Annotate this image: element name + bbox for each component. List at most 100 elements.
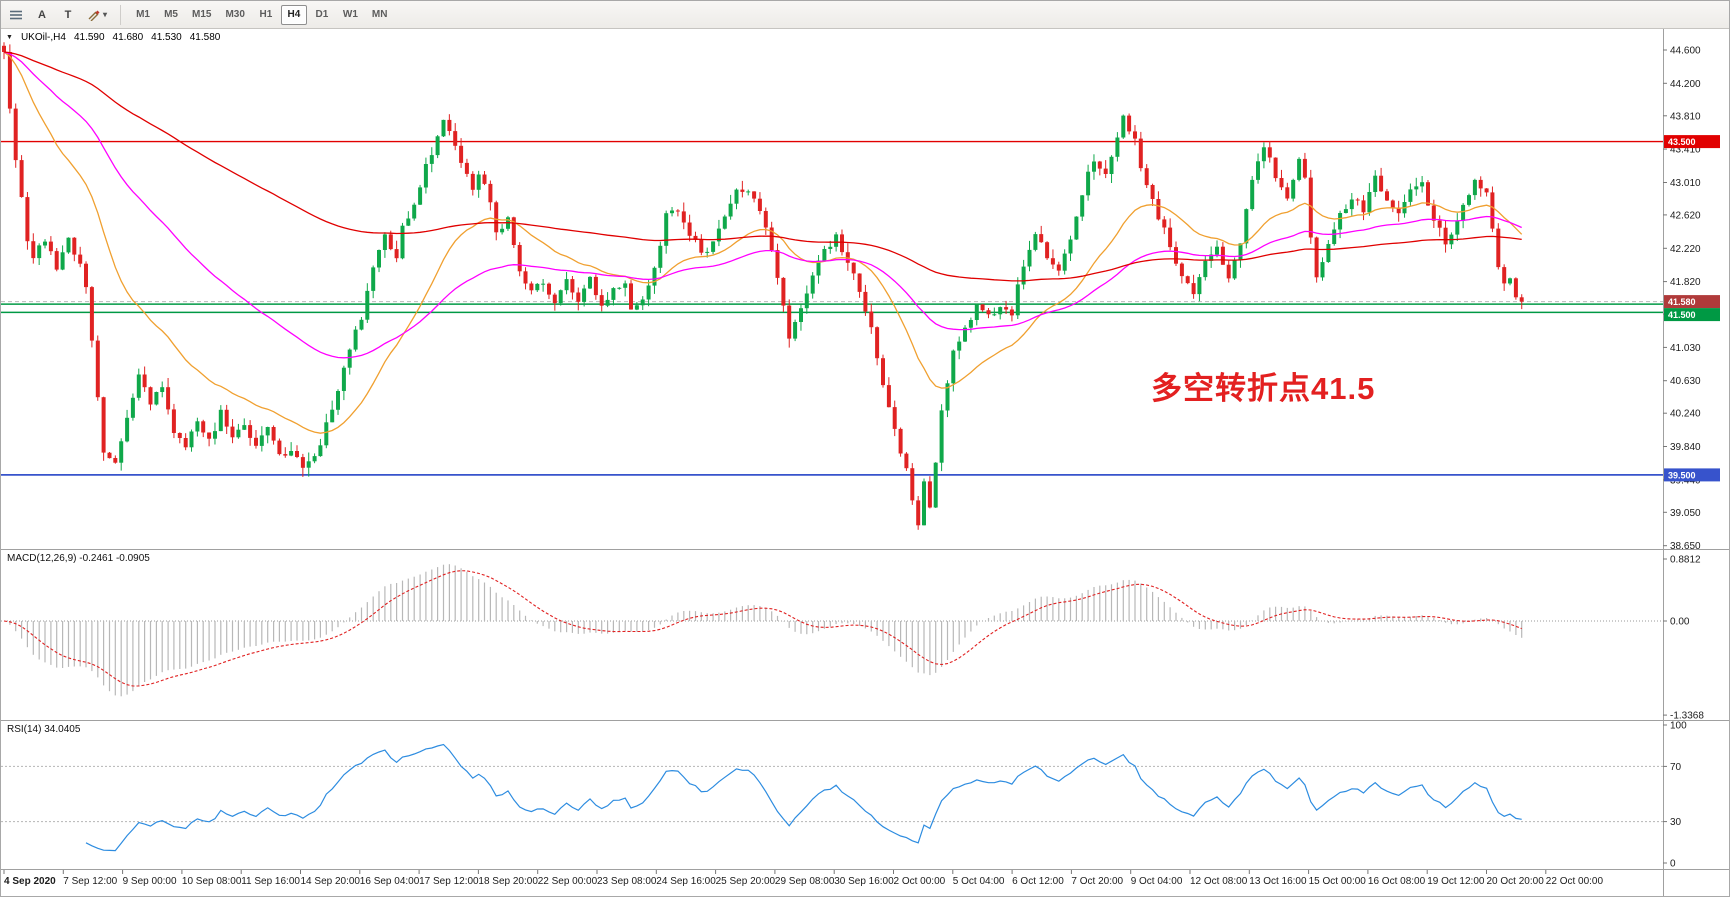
macd-scale[interactable]: 0.8812 0.00 -1.3368 — [1663, 555, 1704, 722]
svg-text:10 Sep 08:00: 10 Sep 08:00 — [182, 876, 242, 887]
toolbar-tools: A T ▾ — [4, 4, 112, 26]
tool-chart-list-button[interactable] — [4, 4, 28, 26]
svg-text:23 Sep 08:00: 23 Sep 08:00 — [597, 876, 657, 887]
svg-text:22 Sep 00:00: 22 Sep 00:00 — [538, 876, 598, 887]
time-scale[interactable]: 4 Sep 2020 7 Sep 12:00 9 Sep 00:00 10 Sep 0… — [3, 870, 1604, 887]
svg-text:2 Oct 00:00: 2 Oct 00:00 — [894, 876, 946, 887]
chart-area: 44.600 44.200 43.810 43.410 43.010 42.620 42.2… — [1, 29, 1730, 897]
svg-text:4 Sep 2020: 4 Sep 2020 — [4, 876, 56, 887]
toolbar-separator — [120, 4, 122, 25]
svg-text:24 Sep 16:00: 24 Sep 16:00 — [656, 876, 716, 887]
timeframe-button-mn[interactable]: MN — [366, 5, 394, 25]
ma-line-slow-red — [3, 51, 1522, 282]
svg-text:9 Sep 00:00: 9 Sep 00:00 — [123, 876, 177, 887]
toolbar: A T ▾ M1 M5 M15 M30 H1 H4 D1 W1 MN — [1, 1, 1729, 29]
ma-line-mid-magenta — [3, 51, 1522, 359]
price-badge-39.500 — [1664, 468, 1720, 482]
macd-histogram — [9, 564, 1523, 697]
svg-text:0: 0 — [1670, 859, 1676, 870]
svg-text:29 Sep 08:00: 29 Sep 08:00 — [775, 876, 835, 887]
timeframe-button-h1[interactable]: H1 — [253, 5, 279, 25]
high-value: 41.680 — [112, 32, 144, 43]
svg-text:20 Oct 20:00: 20 Oct 20:00 — [1487, 876, 1545, 887]
svg-text:15 Oct 00:00: 15 Oct 00:00 — [1309, 876, 1367, 887]
svg-text:7 Oct 20:00: 7 Oct 20:00 — [1071, 876, 1123, 887]
svg-text:43.500: 43.500 — [1668, 137, 1696, 147]
candlestick-series — [2, 42, 1524, 530]
svg-text:70: 70 — [1670, 762, 1682, 773]
ma-line-fast-orange — [3, 51, 1523, 434]
svg-text:39.840: 39.840 — [1670, 442, 1701, 453]
svg-text:38.650: 38.650 — [1670, 541, 1701, 552]
timeframe-button-h4[interactable]: H4 — [280, 4, 307, 25]
tool-text-label-button[interactable]: T — [56, 4, 80, 26]
collapse-icon[interactable]: ▼ — [6, 34, 13, 41]
svg-text:42.620: 42.620 — [1670, 210, 1701, 221]
svg-text:42.220: 42.220 — [1670, 244, 1701, 255]
svg-text:30 Sep 16:00: 30 Sep 16:00 — [834, 876, 894, 887]
timeframe-button-m1[interactable]: M1 — [130, 5, 156, 25]
open-value: 41.590 — [73, 32, 105, 43]
svg-text:0.00: 0.00 — [1670, 617, 1690, 628]
symbol-timeframe-label: UKOil-,H4 — [20, 32, 66, 43]
svg-text:41.030: 41.030 — [1670, 343, 1701, 354]
svg-text:43.010: 43.010 — [1670, 178, 1701, 189]
svg-text:43.810: 43.810 — [1670, 111, 1701, 122]
macd-label: MACD(12,26,9) -0.2461 -0.0905 — [7, 553, 150, 564]
timeframe-switcher: M1 M5 M15 M30 H1 H4 D1 W1 MN — [129, 4, 394, 25]
svg-text:22 Oct 00:00: 22 Oct 00:00 — [1546, 876, 1604, 887]
svg-text:39.500: 39.500 — [1668, 470, 1696, 480]
svg-text:7 Sep 12:00: 7 Sep 12:00 — [63, 876, 117, 887]
rsi-label: RSI(14) 34.0405 — [7, 724, 81, 735]
svg-text:39.050: 39.050 — [1670, 508, 1701, 519]
chart-annotation: 多空转折点41.5 — [1151, 371, 1376, 406]
rsi-line — [85, 743, 1522, 852]
timeframe-button-m5[interactable]: M5 — [158, 5, 184, 25]
price-badge-41.580 — [1664, 295, 1720, 309]
svg-text:9 Oct 04:00: 9 Oct 04:00 — [1131, 876, 1183, 887]
svg-text:30: 30 — [1670, 817, 1682, 828]
timeframe-button-w1[interactable]: W1 — [337, 5, 364, 25]
svg-text:5 Oct 04:00: 5 Oct 04:00 — [953, 876, 1005, 887]
svg-text:44.600: 44.600 — [1670, 46, 1701, 57]
svg-text:16 Sep 04:00: 16 Sep 04:00 — [360, 876, 420, 887]
timeframe-button-d1[interactable]: D1 — [309, 5, 335, 25]
svg-text:100: 100 — [1670, 721, 1687, 732]
svg-text:11 Sep 16:00: 11 Sep 16:00 — [241, 876, 300, 887]
svg-text:43.410: 43.410 — [1670, 145, 1701, 156]
chart-list-icon — [9, 9, 23, 21]
svg-text:-1.3368: -1.3368 — [1670, 711, 1704, 722]
price-badge-43.500 — [1664, 135, 1720, 149]
svg-text:41.500: 41.500 — [1668, 310, 1696, 320]
macd-signal-line — [3, 570, 1522, 687]
price-badge-41.500 — [1664, 308, 1720, 322]
svg-text:18 Sep 20:00: 18 Sep 20:00 — [478, 876, 538, 887]
low-value: 41.530 — [151, 32, 182, 43]
draw-icon — [87, 8, 100, 21]
tool-draw-button[interactable]: ▾ — [82, 4, 112, 26]
chart-canvas[interactable]: 44.600 44.200 43.810 43.410 43.010 42.620 42.2… — [1, 29, 1730, 897]
svg-text:19 Oct 12:00: 19 Oct 12:00 — [1427, 876, 1485, 887]
close-value: 41.580 — [189, 32, 221, 43]
tool-text-annotation-button[interactable]: A — [30, 4, 54, 26]
svg-text:14 Sep 20:00: 14 Sep 20:00 — [301, 876, 361, 887]
timeframe-button-m15[interactable]: M15 — [186, 5, 217, 25]
chevron-down-icon: ▾ — [103, 10, 108, 19]
svg-text:13 Oct 16:00: 13 Oct 16:00 — [1249, 876, 1307, 887]
svg-text:40.630: 40.630 — [1670, 376, 1701, 387]
horizontal-levels — [1, 140, 1663, 476]
timeframe-button-m30[interactable]: M30 — [219, 5, 250, 25]
svg-text:44.200: 44.200 — [1670, 79, 1701, 90]
svg-text:25 Sep 20:00: 25 Sep 20:00 — [716, 876, 776, 887]
svg-text:41.820: 41.820 — [1670, 277, 1701, 288]
rsi-scale[interactable]: 100 70 30 0 — [1663, 721, 1687, 870]
svg-text:6 Oct 12:00: 6 Oct 12:00 — [1012, 876, 1064, 887]
svg-text:17 Sep 12:00: 17 Sep 12:00 — [419, 876, 479, 887]
svg-text:0.8812: 0.8812 — [1670, 555, 1701, 566]
chart-ohlc-readout: ▼ UKOil-,H4 41.590 41.680 41.530 41.580 — [6, 32, 220, 43]
svg-text:16 Oct 08:00: 16 Oct 08:00 — [1368, 876, 1426, 887]
svg-text:12 Oct 08:00: 12 Oct 08:00 — [1190, 876, 1248, 887]
svg-text:41.580: 41.580 — [1668, 297, 1696, 307]
svg-text:40.240: 40.240 — [1670, 409, 1701, 420]
